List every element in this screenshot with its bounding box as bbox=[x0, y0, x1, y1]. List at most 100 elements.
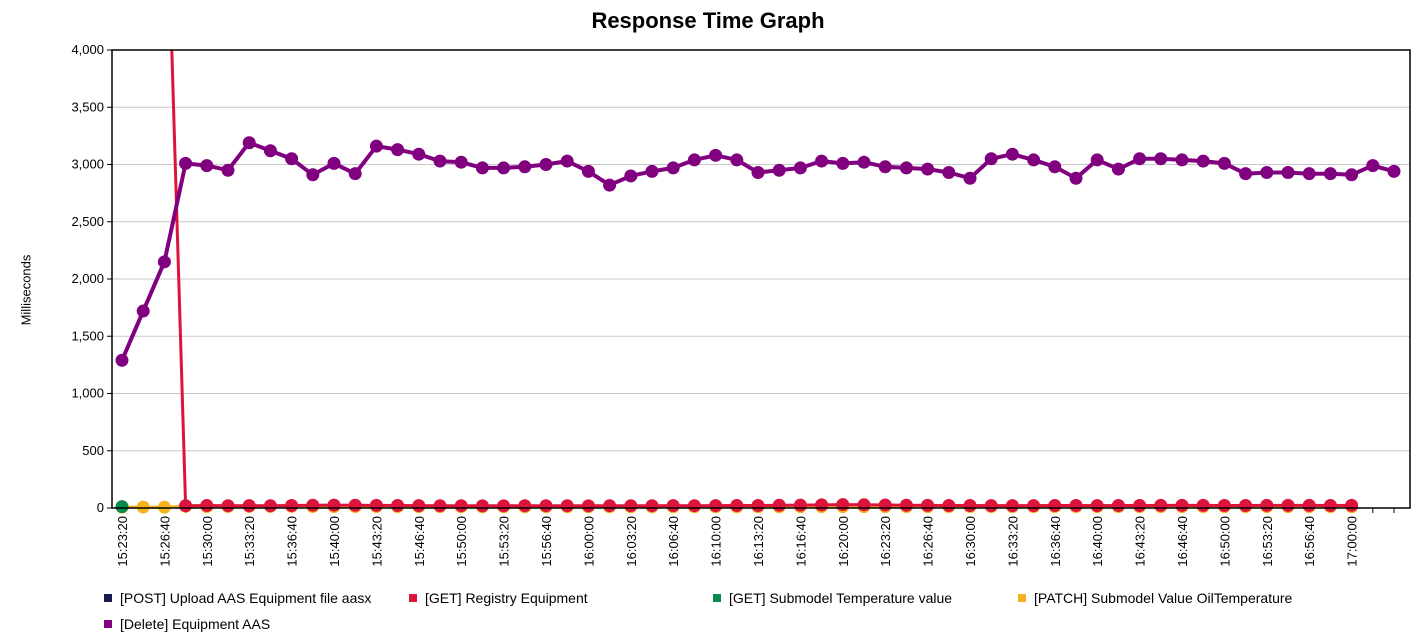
legend-item-patch-oil-temperature: [PATCH] Submodel Value OilTemperature bbox=[1018, 590, 1292, 606]
data-point bbox=[539, 158, 553, 171]
data-point bbox=[815, 498, 829, 512]
data-point bbox=[115, 353, 129, 367]
data-point bbox=[412, 499, 426, 513]
data-point bbox=[327, 498, 341, 512]
data-point bbox=[1196, 498, 1210, 512]
data-point bbox=[984, 152, 998, 166]
x-tick-label: 15:26:40 bbox=[157, 516, 172, 567]
data-point bbox=[1005, 147, 1019, 161]
data-point bbox=[772, 163, 786, 177]
x-tick-label: 17:00:00 bbox=[1345, 516, 1360, 567]
data-point bbox=[179, 499, 193, 513]
data-point bbox=[157, 500, 171, 514]
data-point bbox=[687, 153, 701, 167]
data-point bbox=[348, 167, 362, 181]
x-tick-label: 15:36:40 bbox=[285, 516, 300, 567]
data-point bbox=[221, 499, 235, 513]
series-1 bbox=[170, 49, 1359, 513]
data-point bbox=[518, 160, 532, 174]
data-point bbox=[306, 168, 320, 182]
x-tick-label: 16:16:40 bbox=[793, 516, 808, 567]
data-point bbox=[709, 499, 723, 513]
data-point bbox=[1048, 160, 1062, 174]
x-tick-label: 16:30:00 bbox=[963, 516, 978, 567]
x-tick-label: 16:13:20 bbox=[751, 516, 766, 567]
data-point bbox=[475, 161, 489, 175]
data-point bbox=[624, 169, 638, 183]
data-point bbox=[1027, 499, 1041, 513]
data-point bbox=[751, 166, 765, 180]
data-point bbox=[857, 155, 871, 169]
data-point bbox=[878, 160, 892, 174]
data-point bbox=[921, 498, 935, 512]
data-point bbox=[1069, 171, 1083, 185]
data-point bbox=[645, 499, 659, 513]
data-point bbox=[454, 499, 468, 513]
data-point bbox=[475, 499, 489, 513]
data-point bbox=[1239, 498, 1253, 512]
data-point bbox=[666, 499, 680, 513]
data-point bbox=[793, 161, 807, 175]
y-tick-label: 2,500 bbox=[71, 214, 104, 229]
data-point bbox=[624, 499, 638, 513]
data-point bbox=[963, 498, 977, 512]
data-point bbox=[1027, 153, 1041, 167]
data-point bbox=[1069, 498, 1083, 512]
data-point bbox=[1345, 498, 1359, 512]
x-tick-label: 15:30:00 bbox=[200, 516, 215, 567]
x-tick-label: 16:56:40 bbox=[1302, 516, 1317, 567]
legend-item-post-upload: [POST] Upload AAS Equipment file aasx bbox=[104, 590, 371, 606]
data-point bbox=[1154, 498, 1168, 512]
data-point bbox=[539, 499, 553, 513]
x-tick-label: 16:00:00 bbox=[581, 516, 596, 567]
chart-title: Response Time Graph bbox=[591, 8, 825, 33]
data-point bbox=[899, 161, 913, 175]
data-point bbox=[391, 143, 405, 157]
data-point bbox=[200, 498, 214, 512]
data-point bbox=[1323, 167, 1337, 181]
data-point bbox=[730, 498, 744, 512]
data-point bbox=[581, 164, 595, 178]
data-point bbox=[454, 155, 468, 169]
plot-frame bbox=[111, 49, 1411, 509]
x-tick-label: 15:23:20 bbox=[115, 516, 130, 567]
legend-label: [POST] Upload AAS Equipment file aasx bbox=[120, 590, 372, 606]
data-point bbox=[709, 148, 723, 162]
legend-swatch bbox=[713, 594, 721, 602]
data-point bbox=[1175, 498, 1189, 512]
y-tick-label: 500 bbox=[82, 443, 104, 458]
grid-lines bbox=[112, 106, 1410, 452]
data-point bbox=[772, 498, 786, 512]
data-point bbox=[221, 163, 235, 177]
x-tick-label: 15:53:20 bbox=[497, 516, 512, 567]
data-point bbox=[518, 499, 532, 513]
x-tick-label: 16:06:40 bbox=[666, 516, 681, 567]
data-point bbox=[348, 498, 362, 512]
series-line bbox=[170, 49, 1352, 508]
x-tick-label: 16:10:00 bbox=[709, 516, 724, 567]
legend-item-get-registry: [GET] Registry Equipment bbox=[409, 590, 588, 606]
data-point bbox=[1387, 164, 1401, 178]
data-point bbox=[1302, 167, 1316, 181]
x-tick-label: 15:43:20 bbox=[369, 516, 384, 567]
series-4 bbox=[115, 136, 1401, 367]
data-point bbox=[1345, 168, 1359, 182]
data-point bbox=[645, 164, 659, 178]
data-point bbox=[751, 498, 765, 512]
x-tick-label: 16:46:40 bbox=[1175, 516, 1190, 567]
legend-swatch bbox=[1018, 594, 1026, 602]
data-point bbox=[1217, 498, 1231, 512]
series-layer bbox=[115, 49, 1401, 514]
data-point bbox=[1260, 166, 1274, 180]
data-point bbox=[1281, 166, 1295, 180]
data-point bbox=[581, 499, 595, 513]
data-point bbox=[1090, 153, 1104, 167]
data-point bbox=[815, 154, 829, 168]
data-point bbox=[1175, 153, 1189, 167]
data-point bbox=[836, 156, 850, 170]
data-point bbox=[1111, 162, 1125, 176]
data-point bbox=[603, 178, 617, 192]
data-point bbox=[857, 498, 871, 512]
data-point bbox=[369, 139, 383, 153]
